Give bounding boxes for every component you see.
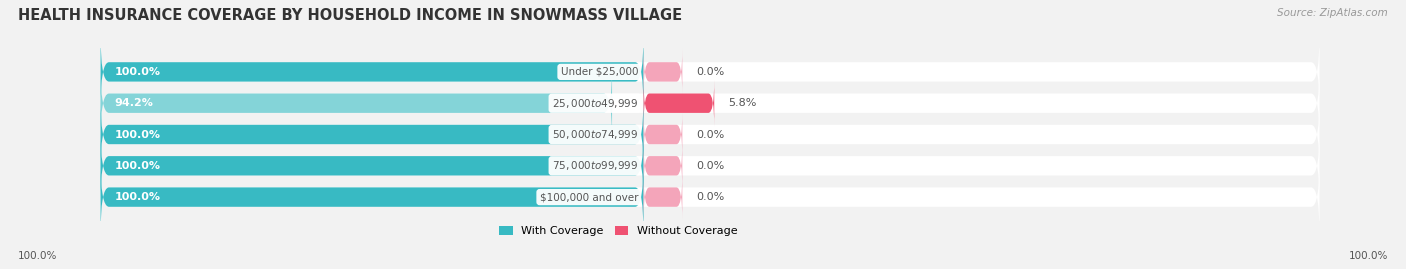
FancyBboxPatch shape <box>101 129 644 203</box>
FancyBboxPatch shape <box>101 35 644 109</box>
Text: 100.0%: 100.0% <box>18 251 58 261</box>
FancyBboxPatch shape <box>644 80 714 126</box>
FancyBboxPatch shape <box>101 66 612 140</box>
FancyBboxPatch shape <box>101 129 1319 203</box>
Legend: With Coverage, Without Coverage: With Coverage, Without Coverage <box>495 222 742 241</box>
Text: 5.8%: 5.8% <box>728 98 756 108</box>
Text: 0.0%: 0.0% <box>696 129 724 140</box>
Text: 100.0%: 100.0% <box>114 67 160 77</box>
FancyBboxPatch shape <box>101 97 1319 172</box>
FancyBboxPatch shape <box>101 160 1319 234</box>
Text: $25,000 to $49,999: $25,000 to $49,999 <box>551 97 638 110</box>
Text: $50,000 to $74,999: $50,000 to $74,999 <box>551 128 638 141</box>
Text: HEALTH INSURANCE COVERAGE BY HOUSEHOLD INCOME IN SNOWMASS VILLAGE: HEALTH INSURANCE COVERAGE BY HOUSEHOLD I… <box>18 8 682 23</box>
FancyBboxPatch shape <box>101 97 644 172</box>
Text: 100.0%: 100.0% <box>1348 251 1388 261</box>
FancyBboxPatch shape <box>101 160 644 234</box>
Text: 100.0%: 100.0% <box>114 192 160 202</box>
Text: 0.0%: 0.0% <box>696 67 724 77</box>
Text: Source: ZipAtlas.com: Source: ZipAtlas.com <box>1277 8 1388 18</box>
Text: 0.0%: 0.0% <box>696 161 724 171</box>
FancyBboxPatch shape <box>101 66 1319 140</box>
FancyBboxPatch shape <box>644 111 682 158</box>
FancyBboxPatch shape <box>644 174 682 220</box>
Text: Under $25,000: Under $25,000 <box>561 67 638 77</box>
Text: $100,000 and over: $100,000 and over <box>540 192 638 202</box>
Text: 0.0%: 0.0% <box>696 192 724 202</box>
FancyBboxPatch shape <box>644 49 682 95</box>
Text: 94.2%: 94.2% <box>114 98 153 108</box>
FancyBboxPatch shape <box>644 143 682 189</box>
Text: 100.0%: 100.0% <box>114 161 160 171</box>
Text: 100.0%: 100.0% <box>114 129 160 140</box>
Text: $75,000 to $99,999: $75,000 to $99,999 <box>551 159 638 172</box>
FancyBboxPatch shape <box>101 35 1319 109</box>
